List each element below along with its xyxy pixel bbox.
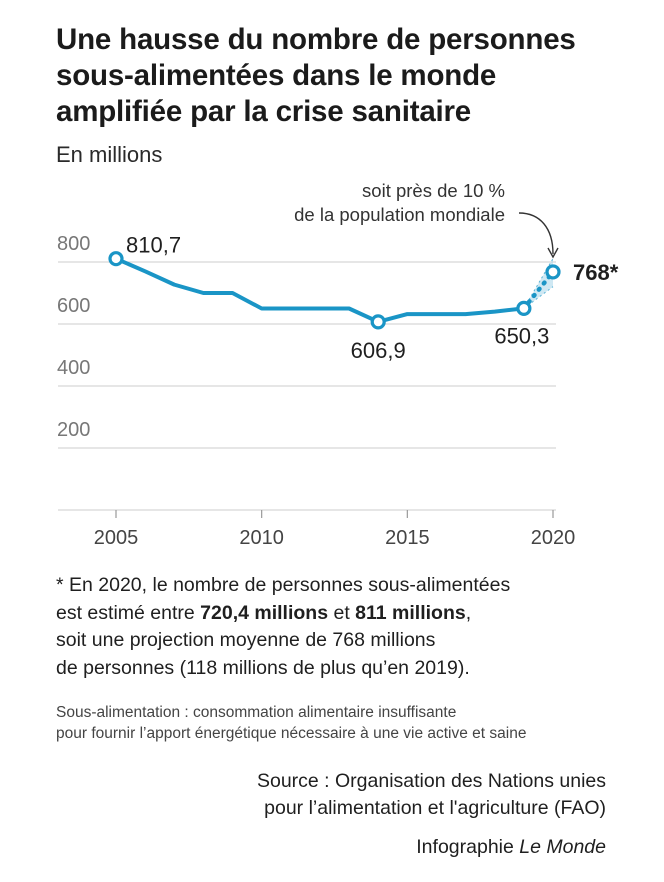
title-line: amplifiée par la crise sanitaire	[56, 95, 472, 128]
footnote-line: est estimé entre 720,4 millions et 811 m…	[56, 600, 636, 628]
definition-note: Sous-alimentation : consommation aliment…	[56, 702, 646, 744]
data-points	[108, 251, 561, 330]
annotation: soit près de 10 % de la population mondia…	[294, 180, 559, 259]
footnote-text: ,	[465, 601, 472, 624]
data-label: 810,7	[126, 233, 181, 258]
footnote-line: soit une projection moyenne de 768 milli…	[56, 629, 436, 651]
credit-brand: Le Monde	[519, 836, 606, 858]
annotation-arrowhead	[547, 247, 559, 259]
grid-lines	[58, 261, 556, 511]
footnote-line: de personnes (118 millions de plus qu’en…	[56, 656, 470, 679]
title-line: Une hausse du nombre de personnes	[56, 23, 576, 56]
x-tick-label: 2015	[385, 527, 430, 549]
x-tick-label: 2005	[94, 527, 139, 549]
credit-prefix: Infographie	[416, 836, 520, 858]
data-labels: 810,7 606,9 650,3 768*	[126, 233, 619, 363]
series-lines	[114, 256, 556, 324]
annotation-line: de la population mondiale	[294, 204, 505, 225]
footnote-text: est estimé entre	[56, 601, 201, 624]
projection-line	[521, 269, 556, 311]
x-tick-label: 2020	[531, 527, 576, 549]
source-note: Source : Organisation des Nations unies …	[257, 768, 606, 821]
data-label: 606,9	[351, 338, 406, 363]
data-point	[108, 251, 124, 267]
series-line	[114, 256, 526, 324]
y-tick-label: 600	[57, 295, 90, 317]
footnote-bold: 720,4 millions	[200, 601, 329, 624]
y-tick-label: 800	[57, 233, 90, 255]
data-label: 768*	[573, 260, 619, 285]
source-line: pour l’alimentation et l'agriculture (FA…	[264, 796, 606, 819]
data-point	[370, 314, 386, 330]
chart-title: Une hausse du nombre de personnes sous-a…	[56, 22, 646, 130]
data-point	[516, 300, 532, 317]
footnote-text: et	[328, 601, 356, 624]
y-axis-ticks: 800 600 400 200	[57, 233, 90, 441]
source-line: Source : Organisation des Nations unies	[256, 770, 606, 792]
definition-line: Sous-alimentation : consommation aliment…	[56, 704, 457, 721]
y-tick-label: 200	[57, 419, 90, 441]
y-tick-label: 400	[57, 357, 90, 379]
annotation-arrow	[518, 212, 554, 255]
definition-line: pour fournir l’apport énergétique nécess…	[56, 725, 527, 742]
x-axis-ticks: 2005 2010 2015 2020	[94, 510, 576, 549]
line-chart: 800 600 400 200 2005 2010 2015 2020 810,7 606,9…	[57, 180, 619, 549]
data-label: 650,3	[494, 323, 549, 348]
footnote-bold: 811 millions	[355, 601, 466, 624]
x-tick-label: 2010	[239, 527, 284, 549]
unit-label: En millions	[56, 142, 163, 167]
footnote: * En 2020, le nombre de personnes sous-a…	[56, 572, 636, 682]
credit: Infographie Le Monde	[416, 836, 606, 859]
data-point	[545, 264, 561, 280]
footnote-line: * En 2020, le nombre de personnes sous-a…	[56, 574, 511, 596]
title-line: sous-alimentées dans le monde	[56, 59, 497, 92]
annotation-line: soit près de 10 %	[362, 180, 505, 201]
